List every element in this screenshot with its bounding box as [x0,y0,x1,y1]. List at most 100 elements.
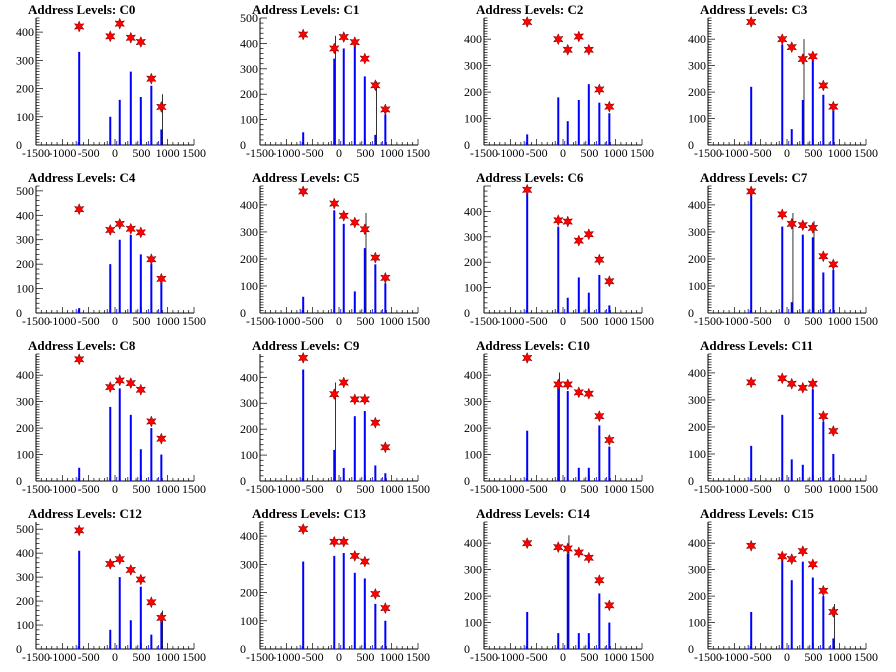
chart-title: Address Levels: C3 [700,2,808,17]
peak-marker [328,535,340,548]
peak-marker [807,50,819,63]
peak-marker [104,30,116,43]
data-bar [363,76,366,145]
y-tick-label: 400 [688,198,706,212]
chart-svg: Address Levels: C31002003004000-1500-100… [688,2,878,160]
data-bar [750,445,753,481]
x-tick-label: -1000 [496,314,524,328]
x-tick-label: 0 [560,314,566,328]
x-tick-label: 500 [804,314,822,328]
x-tick-label: -1500 [470,146,498,160]
x-tick-label: -1500 [694,650,722,664]
chart-title: Address Levels: C1 [252,2,359,17]
data-bar [781,559,784,649]
peak-marker [817,409,829,423]
data-bar [129,620,132,649]
y-tick-label: 400 [688,32,706,46]
peak-marker [145,253,157,266]
y-tick-label: 500 [16,184,34,198]
x-tick-label: -500 [78,650,100,664]
peak-marker [297,185,309,198]
peak-marker [379,601,391,615]
data-bar [598,425,601,481]
data-bar [822,94,825,145]
data-bar [118,577,121,649]
peak-marker [369,79,381,92]
y-tick-label: 300 [240,225,258,239]
peak-marker [359,555,371,568]
data-bar [363,578,366,649]
y-tick-label: 100 [688,112,706,126]
data-bar [160,129,163,145]
x-tick-label: -1000 [496,650,524,664]
chart-title: Address Levels: C8 [28,338,136,353]
chart-panel: Address Levels: C15 100 200 300 400 0 -1500 -10… [672,504,896,672]
data-bar [374,603,377,649]
chart-svg: Address Levels: C21002003004000-1500-100… [464,2,654,160]
peak-marker [807,377,819,390]
peak-marker [114,374,126,387]
y-zero-label: 0 [464,306,470,320]
x-tick-label: 0 [336,482,342,496]
x-tick-label: 500 [132,482,150,496]
data-bar [353,291,356,313]
chart-panel: Address Levels: C12 100 200 300 400 500 0 -1500… [0,504,224,672]
peak-marker [359,52,371,65]
y-tick-label: 200 [464,589,482,603]
x-tick-label: -500 [750,146,772,160]
x-tick-label: -1000 [272,146,300,160]
data-bar [160,278,163,313]
x-tick-label: -500 [750,482,772,496]
x-tick-label: 1500 [630,650,654,664]
x-tick-label: -1500 [470,314,498,328]
data-bar [150,264,153,313]
data-bar [811,389,814,481]
y-tick-label: 200 [16,82,34,96]
x-tick-label: 1500 [854,314,878,328]
x-tick-label: 1000 [156,146,180,160]
data-bar [587,84,590,145]
peak-marker [573,234,585,247]
x-tick-label: 1500 [182,650,206,664]
y-tick-label: 100 [240,448,258,462]
chart-panel: Address Levels: C5 100 200 300 400 0 -1500 -100… [224,168,448,336]
peak-marker [135,383,147,396]
data-bar [577,467,580,481]
peak-marker [817,79,829,92]
peak-marker [776,372,788,385]
peak-marker [145,596,157,609]
peak-marker [745,376,757,389]
peak-marker [562,542,574,555]
chart-title: Address Levels: C6 [476,170,584,185]
y-tick-label: 400 [240,529,258,543]
y-tick-label: 100 [464,112,482,126]
data-bar [342,468,345,481]
x-tick-label: -500 [302,314,324,328]
chart-svg: Address Levels: C131002003004000-1500-10… [240,506,430,664]
data-bar [822,596,825,649]
data-bar [750,611,753,649]
x-tick-label: 1000 [380,314,404,328]
x-tick-label: 500 [132,314,150,328]
data-bar [781,414,784,481]
peak-marker [369,251,381,264]
data-bar [129,234,132,313]
x-tick-label: 1500 [854,482,878,496]
data-bar [832,638,835,649]
y-tick-label: 100 [688,616,706,630]
y-tick-label: 200 [16,421,34,435]
y-tick-label: 400 [464,32,482,46]
x-tick-label: 1500 [630,314,654,328]
peak-marker [573,30,585,43]
x-tick-label: 1500 [406,482,430,496]
x-tick-label: -1500 [470,650,498,664]
x-tick-label: -1000 [272,650,300,664]
chart-title: Address Levels: C5 [252,170,360,185]
chart-panel: Address Levels: C13 100 200 300 400 0 -1500 -10… [224,504,448,672]
peak-marker [155,100,167,114]
peak-marker [359,393,371,406]
data-bar [384,114,387,145]
data-bar [801,464,804,481]
data-bar [608,446,611,481]
